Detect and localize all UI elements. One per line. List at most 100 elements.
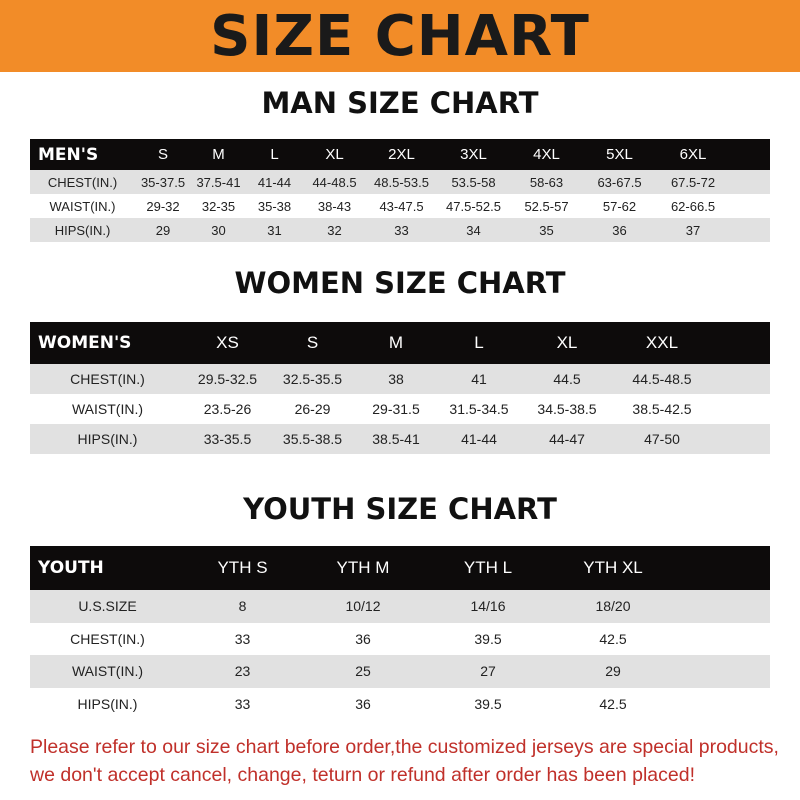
table-cell: 29-32 [146,198,180,214]
table-cell: 38.5-42.5 [632,401,692,417]
table-row: CHEST(IN.) 29.5-32.5 32.5-35.5 38 41 44.5 44.5… [30,364,770,394]
table-cell: 29 [605,663,621,680]
table-cell: 5XL [606,146,633,163]
table-header-row: WOMEN'S XS S M L XL XXL [30,322,770,364]
table-cell: 44.5 [553,371,581,387]
table-cell: 23.5-26 [203,401,252,417]
row-label: WAIST(IN.) [49,198,116,214]
table-cell: 38-43 [317,198,352,214]
table-cell: 14/16 [470,598,506,615]
table-cell: 47-50 [644,431,680,447]
table-row: WAIST(IN.) 23.5-26 26-29 29-31.5 31.5-34.5 34… [30,394,770,424]
size-chart-banner: SIZE CHART [0,0,800,72]
table-cell: 29 [155,222,171,238]
row-label: WOMEN'S [38,333,132,353]
row-label: HIPS(IN.) [54,222,111,238]
table-header-row: YOUTH YTH S YTH M YTH L YTH XL [30,546,770,590]
row-label: CHEST(IN.) [70,630,145,647]
table-cell: 53.5-58 [451,174,496,190]
table-cell: 23 [234,663,251,680]
table-row: CHEST(IN.) 33 36 39.5 42.5 [30,622,770,655]
table-cell: 32 [327,222,342,238]
notice-line-1: Please refer to our size chart before or… [30,736,779,758]
table-cell: 35.5-38.5 [282,431,343,447]
row-label: WAIST(IN.) [71,663,144,680]
table-cell: 34.5-38.5 [537,401,597,417]
table-cell: 33 [234,695,251,712]
table-cell: 33 [394,222,409,238]
table-cell: 31 [267,222,282,238]
table-cell: 38 [388,371,404,387]
table-cell: 26-29 [294,401,331,417]
table-row: HIPS(IN.) 33-35.5 35.5-38.5 38.5-41 41-44 44-… [30,424,770,454]
row-label: WAIST(IN.) [71,401,144,417]
row-label: HIPS(IN.) [77,695,138,712]
table-cell: 44.5-48.5 [632,371,692,387]
table-cell: 34 [466,222,481,238]
table-cell: 6XL [679,146,707,163]
table-cell: 48.5-53.5 [374,174,429,190]
table-cell: YTH M [336,558,390,577]
table-cell: 41 [471,371,487,387]
table-cell: 42.5 [599,695,627,712]
row-label: U.S.SIZE [78,598,137,615]
order-notice: Please refer to our size chart before or… [30,733,790,789]
table-cell: 30 [211,222,226,238]
table-cell: 33 [234,630,251,647]
table-cell: 62-66.5 [670,198,716,214]
table-row: WAIST(IN.) 29-32 32-35 35-38 38-43 43-47.5 47.… [30,194,770,218]
table-cell: 35 [539,222,554,238]
table-cell: 41-44 [461,431,497,447]
youth-chart-title: YOUTH SIZE CHART [243,492,557,526]
table-cell: 39.5 [474,630,502,647]
table-cell: 32.5-35.5 [282,371,343,387]
table-cell: S [157,146,168,163]
table-cell: 3XL [460,146,487,163]
table-cell: 63-67.5 [597,174,642,190]
men-chart-title: MAN SIZE CHART [261,86,539,120]
table-cell: M [388,333,404,352]
table-row: WAIST(IN.) 23 25 27 29 [30,655,770,688]
men-size-table: MEN'S S M L XL 2XL 3XL 4XL 5XL 6XL CHEST(IN.) 35-37… [30,139,770,242]
table-cell: 47.5-52.5 [446,198,501,214]
table-cell: YTH L [463,558,513,577]
table-cell: 57-62 [602,198,637,214]
table-cell: 2XL [388,146,415,163]
table-cell: 41-44 [257,174,292,190]
table-cell: 31.5-34.5 [449,401,509,417]
table-cell: 10/12 [345,598,381,615]
table-row: HIPS(IN.) 29 30 31 32 33 34 35 36 37 [30,218,770,242]
table-cell: 36 [355,695,371,712]
table-row: CHEST(IN.) 35-37.5 37.5-41 41-44 44-48.5 48.5… [30,170,770,194]
row-label: CHEST(IN.) [70,371,145,387]
table-cell: XL [556,333,578,352]
table-cell: 32-35 [201,198,236,214]
row-label: CHEST(IN.) [47,174,118,190]
table-cell: YTH S [217,558,268,577]
table-cell: 67.5-72 [670,174,716,190]
table-cell: 18/20 [595,598,631,615]
row-label: YOUTH [38,558,104,578]
table-cell: 35-38 [257,198,292,214]
table-cell: 36 [355,630,371,647]
table-cell: L [270,146,279,163]
table-cell: 43-47.5 [379,198,424,214]
table-cell: 52.5-57 [524,198,569,214]
banner-title: SIZE CHART [210,3,590,69]
table-cell: M [212,146,225,163]
table-cell: 44-47 [549,431,585,447]
table-cell: XS [216,333,239,352]
table-cell: 37 [685,222,701,238]
youth-size-table: YOUTH YTH S YTH M YTH L YTH XL U.S.SIZE 8 10/12… [30,546,770,720]
table-cell: 29-31.5 [372,401,420,417]
table-cell: 44-48.5 [312,174,357,190]
table-cell: 58-63 [529,174,564,190]
table-cell: 42.5 [599,630,627,647]
table-cell: XL [325,146,344,163]
notice-line-2: we don't accept cancel, change, teturn o… [30,764,695,786]
table-cell: S [306,333,319,352]
table-cell: 4XL [533,146,560,163]
table-cell: L [474,333,484,352]
table-cell: 36 [612,222,627,238]
women-chart-title: WOMEN SIZE CHART [234,266,566,300]
